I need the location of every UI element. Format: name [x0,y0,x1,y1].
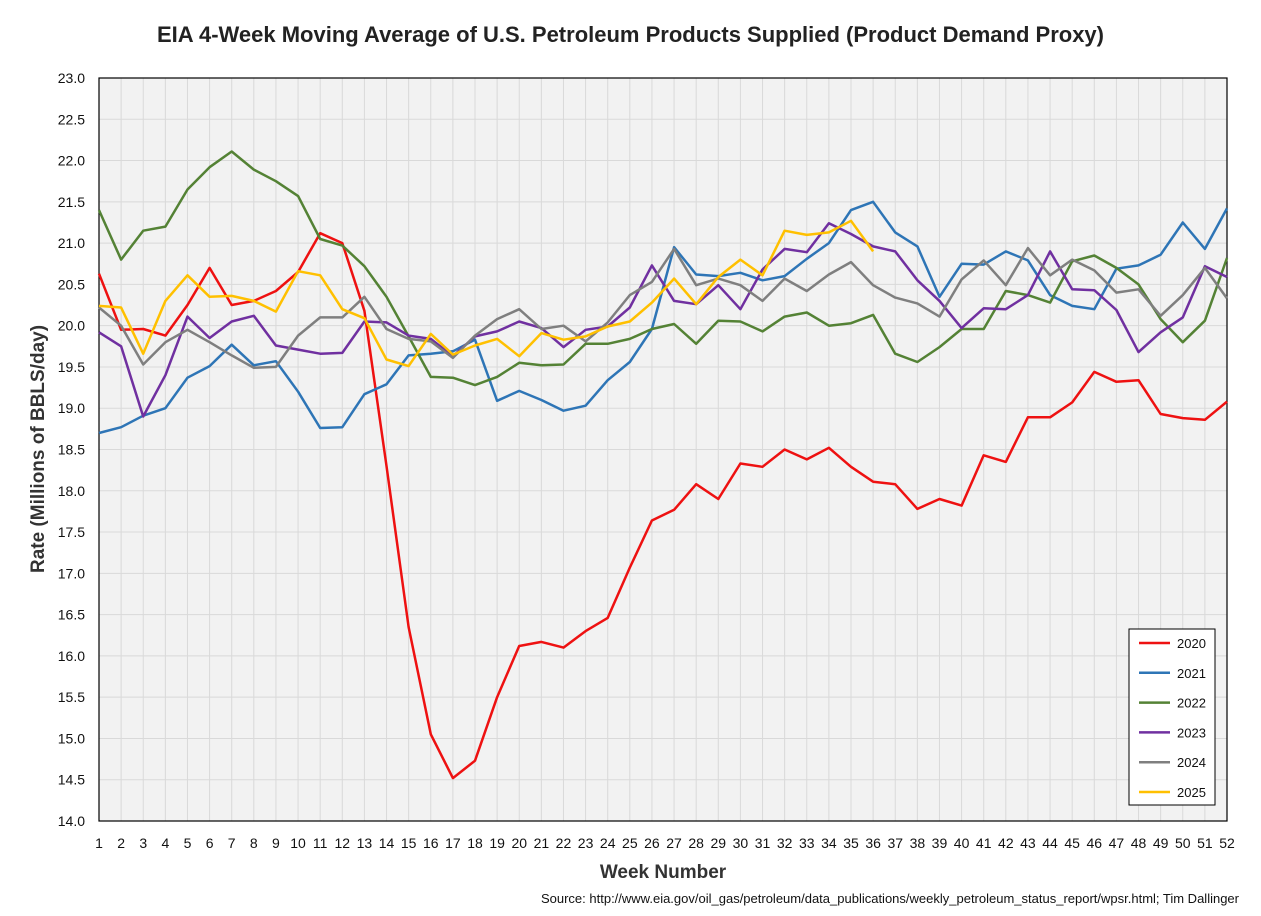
x-tick-label: 7 [228,835,236,851]
x-tick-label: 41 [976,835,992,851]
y-tick-label: 16.0 [58,648,85,664]
y-tick-label: 14.0 [58,813,85,829]
x-tick-label: 30 [733,835,749,851]
x-tick-label: 52 [1219,835,1235,851]
x-tick-label: 18 [467,835,483,851]
x-tick-label: 15 [401,835,417,851]
y-tick-label: 14.5 [58,772,85,788]
x-tick-label: 1 [95,835,103,851]
y-tick-label: 15.0 [58,730,85,746]
y-tick-label: 19.0 [58,400,85,416]
source-note: Source: http://www.eia.gov/oil_gas/petro… [540,891,1239,906]
x-tick-label: 48 [1131,835,1147,851]
x-tick-label: 6 [206,835,214,851]
x-tick-label: 42 [998,835,1014,851]
y-tick-label: 18.5 [58,442,85,458]
y-tick-label: 17.5 [58,524,85,540]
x-tick-label: 24 [600,835,616,851]
y-tick-label: 19.5 [58,359,85,375]
x-tick-label: 40 [954,835,970,851]
y-tick-label: 15.5 [58,689,85,705]
legend-label-2024: 2024 [1177,755,1206,770]
x-tick-label: 4 [161,835,169,851]
y-tick-label: 17.0 [58,565,85,581]
x-tick-label: 51 [1197,835,1213,851]
x-tick-label: 25 [622,835,638,851]
legend-label-2021: 2021 [1177,666,1206,681]
x-tick-label: 26 [644,835,660,851]
x-tick-label: 43 [1020,835,1036,851]
x-tick-label: 19 [489,835,505,851]
x-tick-label: 16 [423,835,439,851]
x-tick-label: 37 [887,835,903,851]
chart-title: EIA 4-Week Moving Average of U.S. Petrol… [157,22,1104,47]
x-tick-label: 46 [1087,835,1103,851]
x-tick-label: 5 [184,835,192,851]
legend: 2020 2021 2022 2023 2024 2025 [1128,628,1216,806]
x-tick-label: 10 [290,835,306,851]
x-tick-label: 50 [1175,835,1191,851]
x-tick-label: 9 [272,835,280,851]
y-tick-label: 22.0 [58,153,85,169]
x-tick-label: 45 [1064,835,1080,851]
series-line-2020 [97,231,1228,780]
legend-label-2025: 2025 [1177,785,1206,800]
y-tick-label: 20.0 [58,318,85,334]
series-line-2021 [98,200,1229,435]
x-tick-label: 21 [534,835,550,851]
x-tick-label: 34 [821,835,837,851]
x-tick-label: 2 [117,835,125,851]
legend-label-2023: 2023 [1177,725,1206,740]
x-tick-label: 36 [865,835,881,851]
x-tick-label: 38 [910,835,926,851]
y-axis-label: Rate (Millions of BBLS/day) [28,325,49,573]
x-tick-label: 8 [250,835,258,851]
y-tick-label: 23.0 [58,70,85,86]
x-tick-label: 22 [556,835,572,851]
legend-box [1128,628,1216,806]
y-tick-label: 18.0 [58,483,85,499]
series-lines [97,150,1229,780]
x-tick-label: 13 [357,835,373,851]
series-line-2024 [98,246,1229,370]
x-tick-label: 47 [1109,835,1125,851]
y-tick-label: 21.5 [58,194,85,210]
x-tick-label: 20 [511,835,527,851]
y-tick-label: 21.0 [58,235,85,251]
series-line-2025 [98,219,875,368]
x-tick-label: 39 [932,835,948,851]
x-tick-label: 17 [445,835,461,851]
x-tick-label: 12 [335,835,351,851]
x-tick-label: 32 [777,835,793,851]
x-tick-label: 35 [843,835,859,851]
y-tick-label: 22.5 [58,111,85,127]
x-tick-label: 49 [1153,835,1169,851]
x-tick-label: 44 [1042,835,1058,851]
y-tick-label: 16.5 [58,607,85,623]
x-tick-label: 11 [313,835,328,851]
y-tick-labels: 14.0 14.5 15.0 15.5 16.0 16.5 17.0 17.5 18.0 18.5… [58,70,85,829]
x-tick-label: 23 [578,835,594,851]
x-tick-label: 29 [711,835,727,851]
legend-label-2020: 2020 [1177,636,1206,651]
gridlines [98,77,1228,822]
series-line-2023 [98,222,1228,418]
x-axis-label: Week Number [600,862,727,883]
legend-label-2022: 2022 [1177,696,1206,711]
x-tick-label: 3 [139,835,147,851]
x-tick-label: 28 [688,835,704,851]
x-tick-labels: 1 2 3 4 5 6 7 8 9 10 11 12 13 14 15 16 17 18 19 20 21 22 23 24 2… [95,835,1235,851]
x-tick-label: 14 [379,835,395,851]
y-tick-label: 20.5 [58,276,85,292]
plot-border [98,77,1228,822]
x-tick-label: 31 [755,835,771,851]
series-line-2022 [97,150,1229,387]
x-tick-label: 33 [799,835,815,851]
x-tick-label: 27 [666,835,682,851]
